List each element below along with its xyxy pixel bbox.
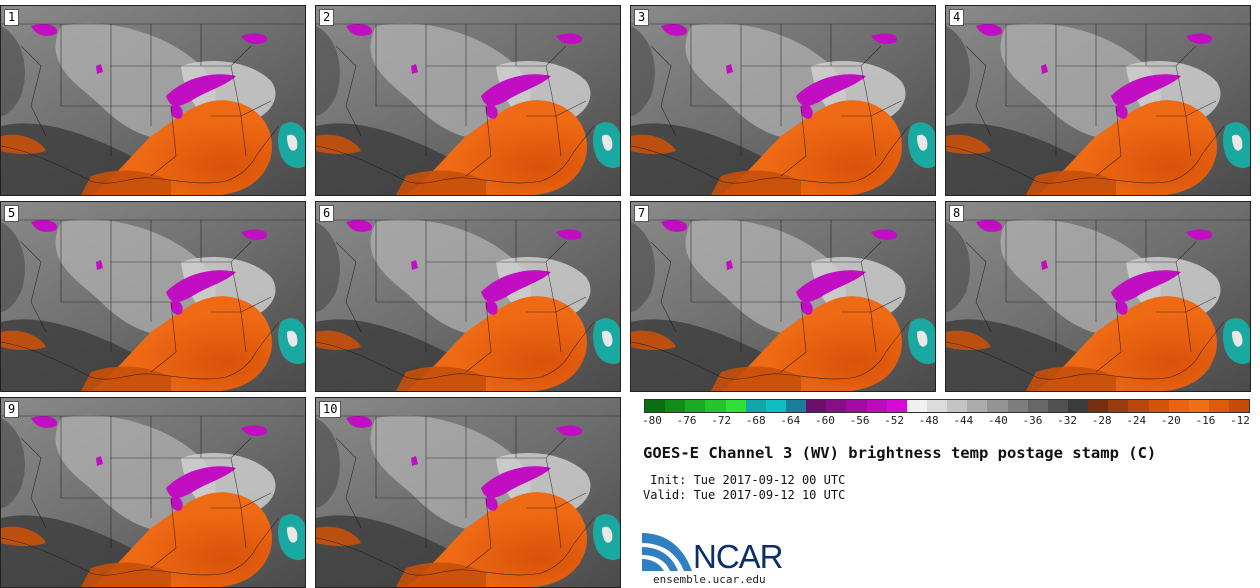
colorbar-segment: [785, 400, 807, 412]
panel-7[interactable]: 7: [630, 201, 936, 392]
ncar-logo-icon: [642, 533, 692, 571]
map-4: [946, 6, 1250, 195]
colorbar-tick-label: -24: [1126, 414, 1147, 427]
panel-2[interactable]: 2: [315, 5, 621, 196]
panel-label: 8: [949, 205, 965, 222]
colorbar-tick-label: -76: [676, 414, 697, 427]
colorbar-segment: [1168, 400, 1189, 412]
colorbar-tick-label: -16: [1195, 414, 1216, 427]
colorbar-tick-label: -80: [642, 414, 662, 427]
colorbar-segment: [1088, 400, 1109, 412]
panel-5[interactable]: 5: [0, 201, 306, 392]
colorbar-segment: [866, 400, 887, 412]
panel-1[interactable]: 1: [0, 5, 306, 196]
colorbar-tick-label: -20: [1160, 414, 1181, 427]
colorbar-tick-label: -64: [780, 414, 801, 427]
colorbar-segment: [645, 400, 666, 412]
colorbar-segment: [1067, 400, 1089, 412]
colorbar-segment: [1007, 400, 1028, 412]
colorbar-tick-label: -60: [815, 414, 835, 427]
colorbar-tick-label: -32: [1057, 414, 1077, 427]
map-8: [946, 202, 1250, 391]
colorbar-ticks: -80 -76 -72 -68 -64 -60 -56 -52 -48 -44 -40 -36 -32 -…: [642, 414, 1250, 428]
panel-label: 2: [319, 9, 335, 26]
panel-3[interactable]: 3: [630, 5, 936, 196]
colorbar-segment: [1188, 400, 1209, 412]
panel-8[interactable]: 8: [945, 201, 1251, 392]
map-2: [316, 6, 620, 195]
colorbar-tick-label: -56: [849, 414, 870, 427]
colorbar-segment: [926, 400, 948, 412]
panel-label: 4: [949, 9, 965, 26]
colorbar-tick-label: -48: [918, 414, 939, 427]
colorbar-segment: [705, 400, 726, 412]
map-1: [1, 6, 305, 195]
colorbar-segment: [665, 400, 686, 412]
colorbar-tick-label: -12: [1230, 414, 1250, 427]
colorbar-segment: [826, 400, 847, 412]
map-9: [1, 398, 305, 587]
colorbar-tick-label: -68: [745, 414, 766, 427]
colorbar-segment: [1128, 400, 1149, 412]
logo-url[interactable]: ensemble.ucar.edu: [653, 573, 766, 586]
panel-label: 3: [634, 9, 650, 26]
colorbar-tick-label: -44: [953, 414, 974, 427]
map-3: [631, 6, 935, 195]
colorbar-segment: [685, 400, 706, 412]
colorbar-segment: [745, 400, 766, 412]
panel-label: 10: [319, 401, 342, 418]
panel-4[interactable]: 4: [945, 5, 1251, 196]
colorbar-segment: [947, 400, 968, 412]
map-10: [316, 398, 620, 587]
colorbar-segment: [906, 400, 927, 412]
colorbar-segment: [886, 400, 907, 412]
valid-time: Valid: Tue 2017-09-12 10 UTC: [643, 488, 846, 502]
panel-label: 7: [634, 205, 650, 222]
panel-10[interactable]: 10: [315, 397, 621, 588]
map-6: [316, 202, 620, 391]
colorbar-segment: [967, 400, 988, 412]
colorbar: [644, 399, 1250, 413]
colorbar-tick-label: -36: [1022, 414, 1043, 427]
colorbar-tick-label: -52: [884, 414, 905, 427]
colorbar-segment: [806, 400, 827, 412]
panel-9[interactable]: 9: [0, 397, 306, 588]
colorbar-tick-label: -28: [1091, 414, 1112, 427]
colorbar-segment: [1027, 400, 1048, 412]
colorbar-segment: [846, 400, 867, 412]
colorbar-segment: [1208, 400, 1230, 412]
panel-label: 9: [4, 401, 20, 418]
colorbar-segment: [1047, 400, 1068, 412]
colorbar-segment: [725, 400, 746, 412]
panel-label: 6: [319, 205, 335, 222]
colorbar-tick-label: -72: [711, 414, 732, 427]
colorbar-segment: [1148, 400, 1169, 412]
colorbar-segment: [1229, 400, 1250, 412]
map-5: [1, 202, 305, 391]
panel-label: 1: [4, 9, 20, 26]
init-time: Init: Tue 2017-09-12 00 UTC: [643, 473, 846, 487]
colorbar-segment: [765, 400, 786, 412]
panel-6[interactable]: 6: [315, 201, 621, 392]
map-7: [631, 202, 935, 391]
logo-text: NCAR: [693, 538, 784, 575]
colorbar-tick-label: -40: [987, 414, 1008, 427]
panel-label: 5: [4, 205, 20, 222]
colorbar-segment: [987, 400, 1008, 412]
page-title: GOES-E Channel 3 (WV) brightness temp po…: [643, 444, 1157, 462]
colorbar-segment: [1108, 400, 1129, 412]
